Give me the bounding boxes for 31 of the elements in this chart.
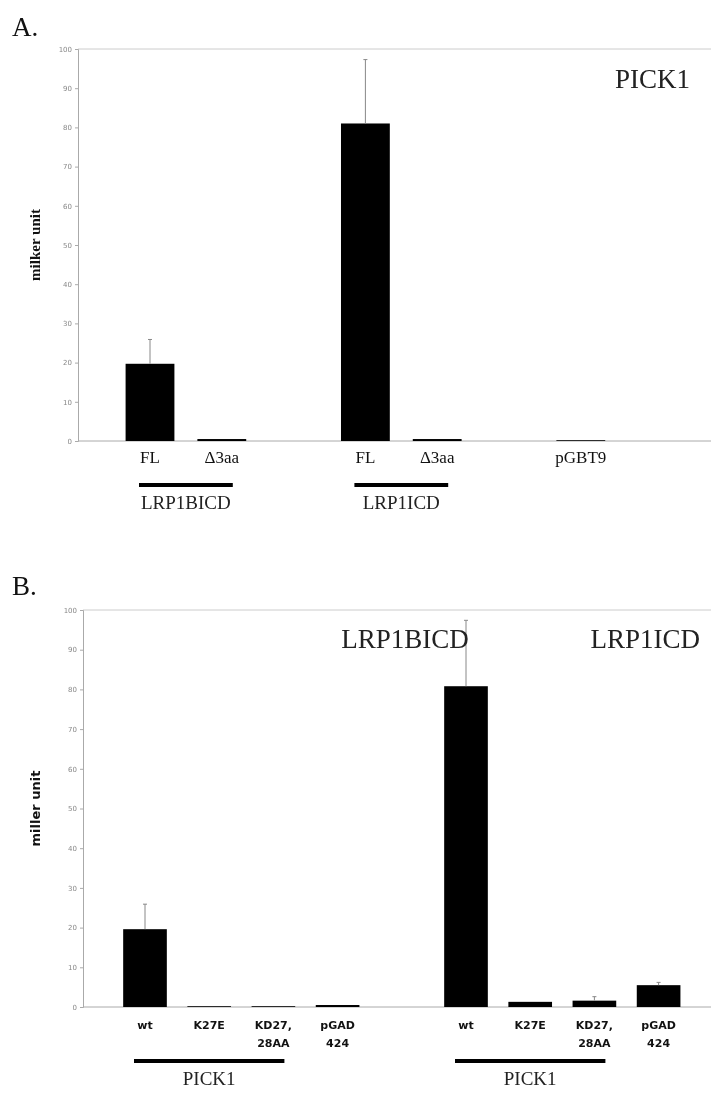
bar	[508, 1001, 553, 1007]
bar	[636, 985, 681, 1007]
x-tick-label: K27E	[514, 1019, 546, 1032]
text: PICK1	[503, 1068, 557, 1089]
annotation: LRP1BICD	[341, 624, 469, 654]
x-tick-label: pGAD 424	[320, 1019, 355, 1050]
x-tick-label: KD27, 28AA	[254, 1019, 292, 1050]
x-tick-label: pGAD 424	[641, 1019, 676, 1050]
text: LRP1BICD	[141, 492, 231, 513]
text: LRP1ICD	[362, 492, 440, 513]
x-tick-label: FL	[140, 448, 160, 467]
bar	[123, 929, 167, 1007]
bar	[444, 686, 488, 1007]
x-tick-label: K27E	[193, 1019, 225, 1032]
x-tick-label: pGBT9	[555, 448, 607, 467]
x-tick-label: KD27, 28AA	[575, 1019, 613, 1050]
x-tick-label: FL	[355, 448, 376, 467]
x-tick-label: Δ3aa	[419, 448, 455, 467]
y-axis-title: miller unit	[28, 770, 43, 847]
bar	[125, 363, 175, 441]
chart-title: B.	[12, 571, 37, 601]
chart-title: A.	[12, 12, 39, 42]
x-tick-label: Δ3aa	[204, 448, 240, 467]
x-tick-label: wt	[458, 1019, 474, 1032]
x-tick-label: wt	[137, 1019, 153, 1032]
annotation: PICK1	[614, 64, 690, 94]
bar	[340, 123, 390, 441]
text: PICK1	[182, 1068, 236, 1089]
annotation: LRP1ICD	[590, 624, 700, 654]
y-axis-title: milker unit	[27, 209, 43, 281]
bar	[572, 1000, 617, 1007]
